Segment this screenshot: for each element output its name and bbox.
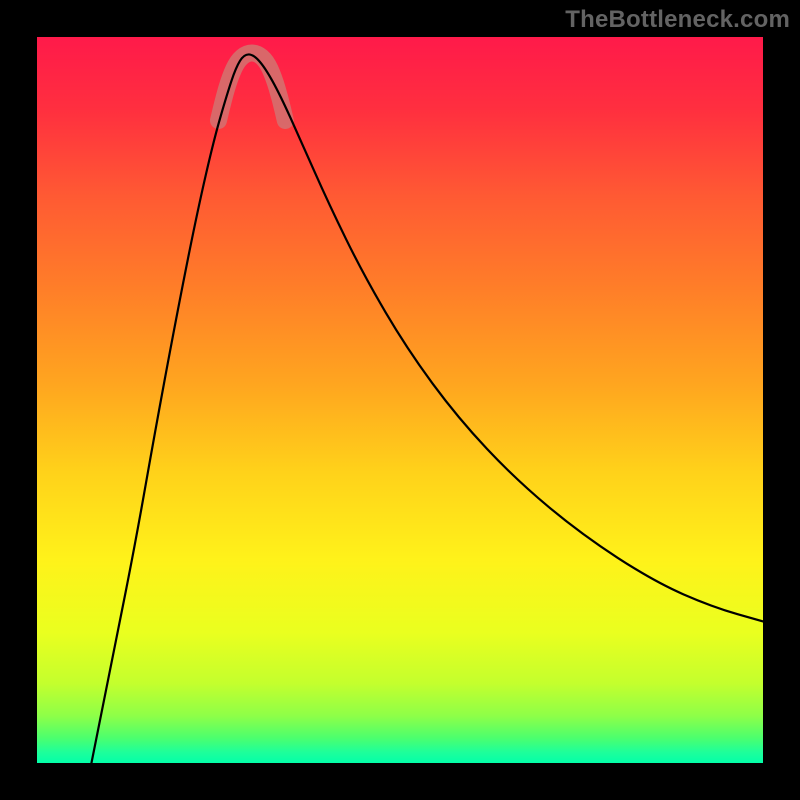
watermark-text: TheBottleneck.com [565, 6, 790, 34]
bottleneck-chart [0, 0, 800, 800]
gradient-background [37, 37, 763, 763]
